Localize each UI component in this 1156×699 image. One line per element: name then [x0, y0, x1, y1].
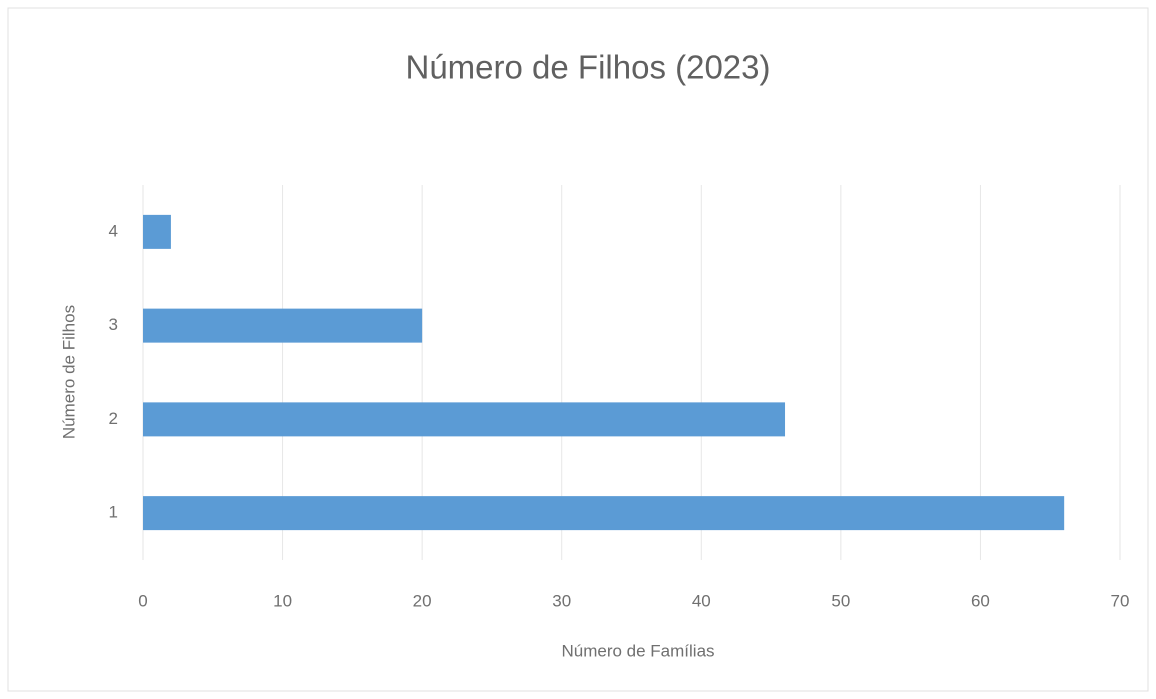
chart-title: Número de Filhos (2023) [406, 49, 771, 86]
x-tick-label: 70 [1111, 591, 1130, 610]
x-tick-label: 60 [971, 591, 990, 610]
bar [143, 402, 786, 437]
x-tick-label: 10 [273, 591, 292, 610]
bar [143, 496, 1065, 531]
chart-frame [7, 7, 1149, 692]
x-axis-title: Número de Famílias [561, 641, 714, 660]
x-tick-label: 50 [831, 591, 850, 610]
y-tick-label: 4 [109, 221, 118, 240]
bar [143, 308, 423, 343]
x-tick-label: 30 [552, 591, 571, 610]
x-tick-label: 0 [138, 591, 147, 610]
y-tick-label: 2 [109, 409, 118, 428]
x-tick-label: 40 [692, 591, 711, 610]
y-tick-label: 1 [109, 503, 118, 522]
x-tick-label: 20 [413, 591, 432, 610]
bar [143, 214, 171, 249]
y-tick-label: 3 [109, 315, 118, 334]
y-axis-title: Número de Filhos [59, 305, 78, 439]
